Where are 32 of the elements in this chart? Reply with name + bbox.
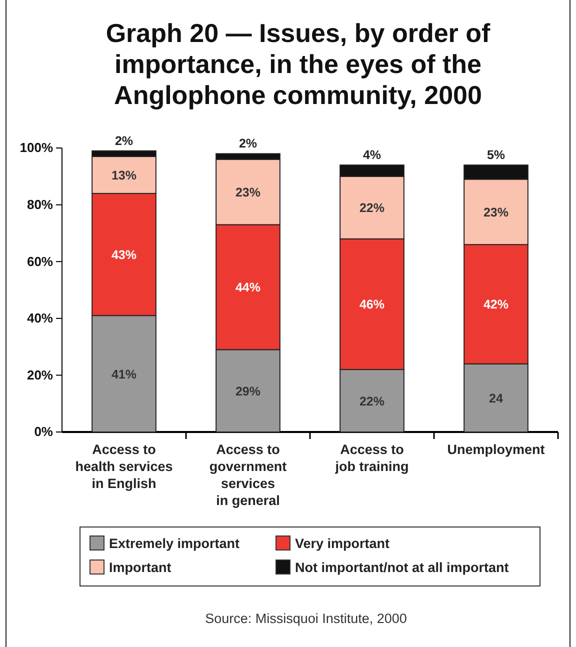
data-label: 43% [111, 248, 137, 262]
data-label: 22% [359, 201, 385, 216]
y-tick-label: 100% [20, 140, 54, 156]
data-label: 22% [359, 394, 385, 408]
data-label: 2% [114, 134, 134, 148]
x-tick-label: Access to health services in English [75, 442, 173, 491]
data-label: 41% [111, 367, 137, 382]
data-label: 23% [235, 186, 261, 200]
data-label: 23% [483, 205, 509, 220]
data-label: 42% [483, 298, 509, 312]
y-tick-label: 40% [26, 310, 54, 326]
data-label: 2% [238, 136, 258, 151]
x-tick-label: Unemployment [447, 442, 546, 457]
x-tick-label: Access to government services in general [209, 442, 288, 508]
y-tick-label: 0% [34, 424, 54, 440]
legend-label: Very important [295, 536, 390, 551]
data-label: 46% [359, 298, 385, 312]
source-note: Source: Missisquoi Institute, 2000 [205, 611, 407, 626]
legend-label: Not important/not at all important [295, 560, 510, 575]
legend-label: Extremely important [109, 536, 240, 551]
data-label: 29% [235, 384, 261, 398]
data-label: 24 [489, 391, 503, 406]
y-tick-label: 20% [26, 367, 54, 382]
y-tick-label: 80% [26, 196, 54, 212]
data-label: 44% [235, 280, 261, 295]
data-label: 13% [111, 168, 137, 182]
data-label: 5% [486, 148, 506, 162]
data-label: 4% [362, 148, 382, 162]
chart-title: Graph 20 — Issues, by order of importance, in the eyes of the Anglophone community, 2000 [106, 18, 491, 110]
x-tick-label: Access to job training [334, 442, 409, 474]
legend-label: Important [109, 560, 172, 575]
y-tick-label: 60% [26, 254, 54, 269]
